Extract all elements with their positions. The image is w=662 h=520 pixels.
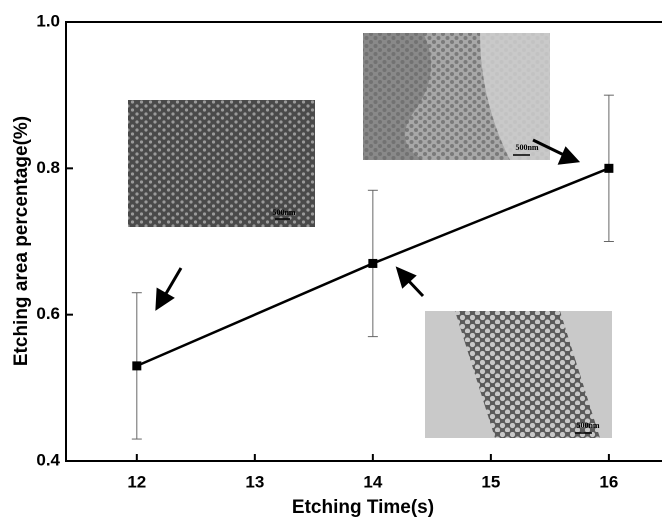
arrows <box>155 138 581 311</box>
y-tick-label: 0.8 <box>36 158 60 177</box>
marker <box>368 258 378 268</box>
inset-images <box>128 33 612 438</box>
x-tick-label: 15 <box>481 472 500 491</box>
scale-label: 500nm <box>515 143 538 152</box>
scale-label: 500nm <box>576 421 599 430</box>
x-axis-title: Etching Time(s) <box>292 497 434 518</box>
x-tick-label: 13 <box>245 472 264 491</box>
plot-frame <box>65 21 662 462</box>
y-tick-label: 0.6 <box>36 304 60 323</box>
scale-label: 500nm <box>272 208 295 217</box>
y-axis-title: Etching area percentage(%) <box>11 116 32 366</box>
y-tick-label: 0.4 <box>36 450 60 469</box>
y-tick-label: 1.0 <box>36 11 60 30</box>
x-tick-label: 14 <box>363 472 382 491</box>
marker <box>132 361 142 371</box>
marker <box>604 163 614 173</box>
x-tick-label: 16 <box>599 472 618 491</box>
x-tick-label: 12 <box>127 472 146 491</box>
